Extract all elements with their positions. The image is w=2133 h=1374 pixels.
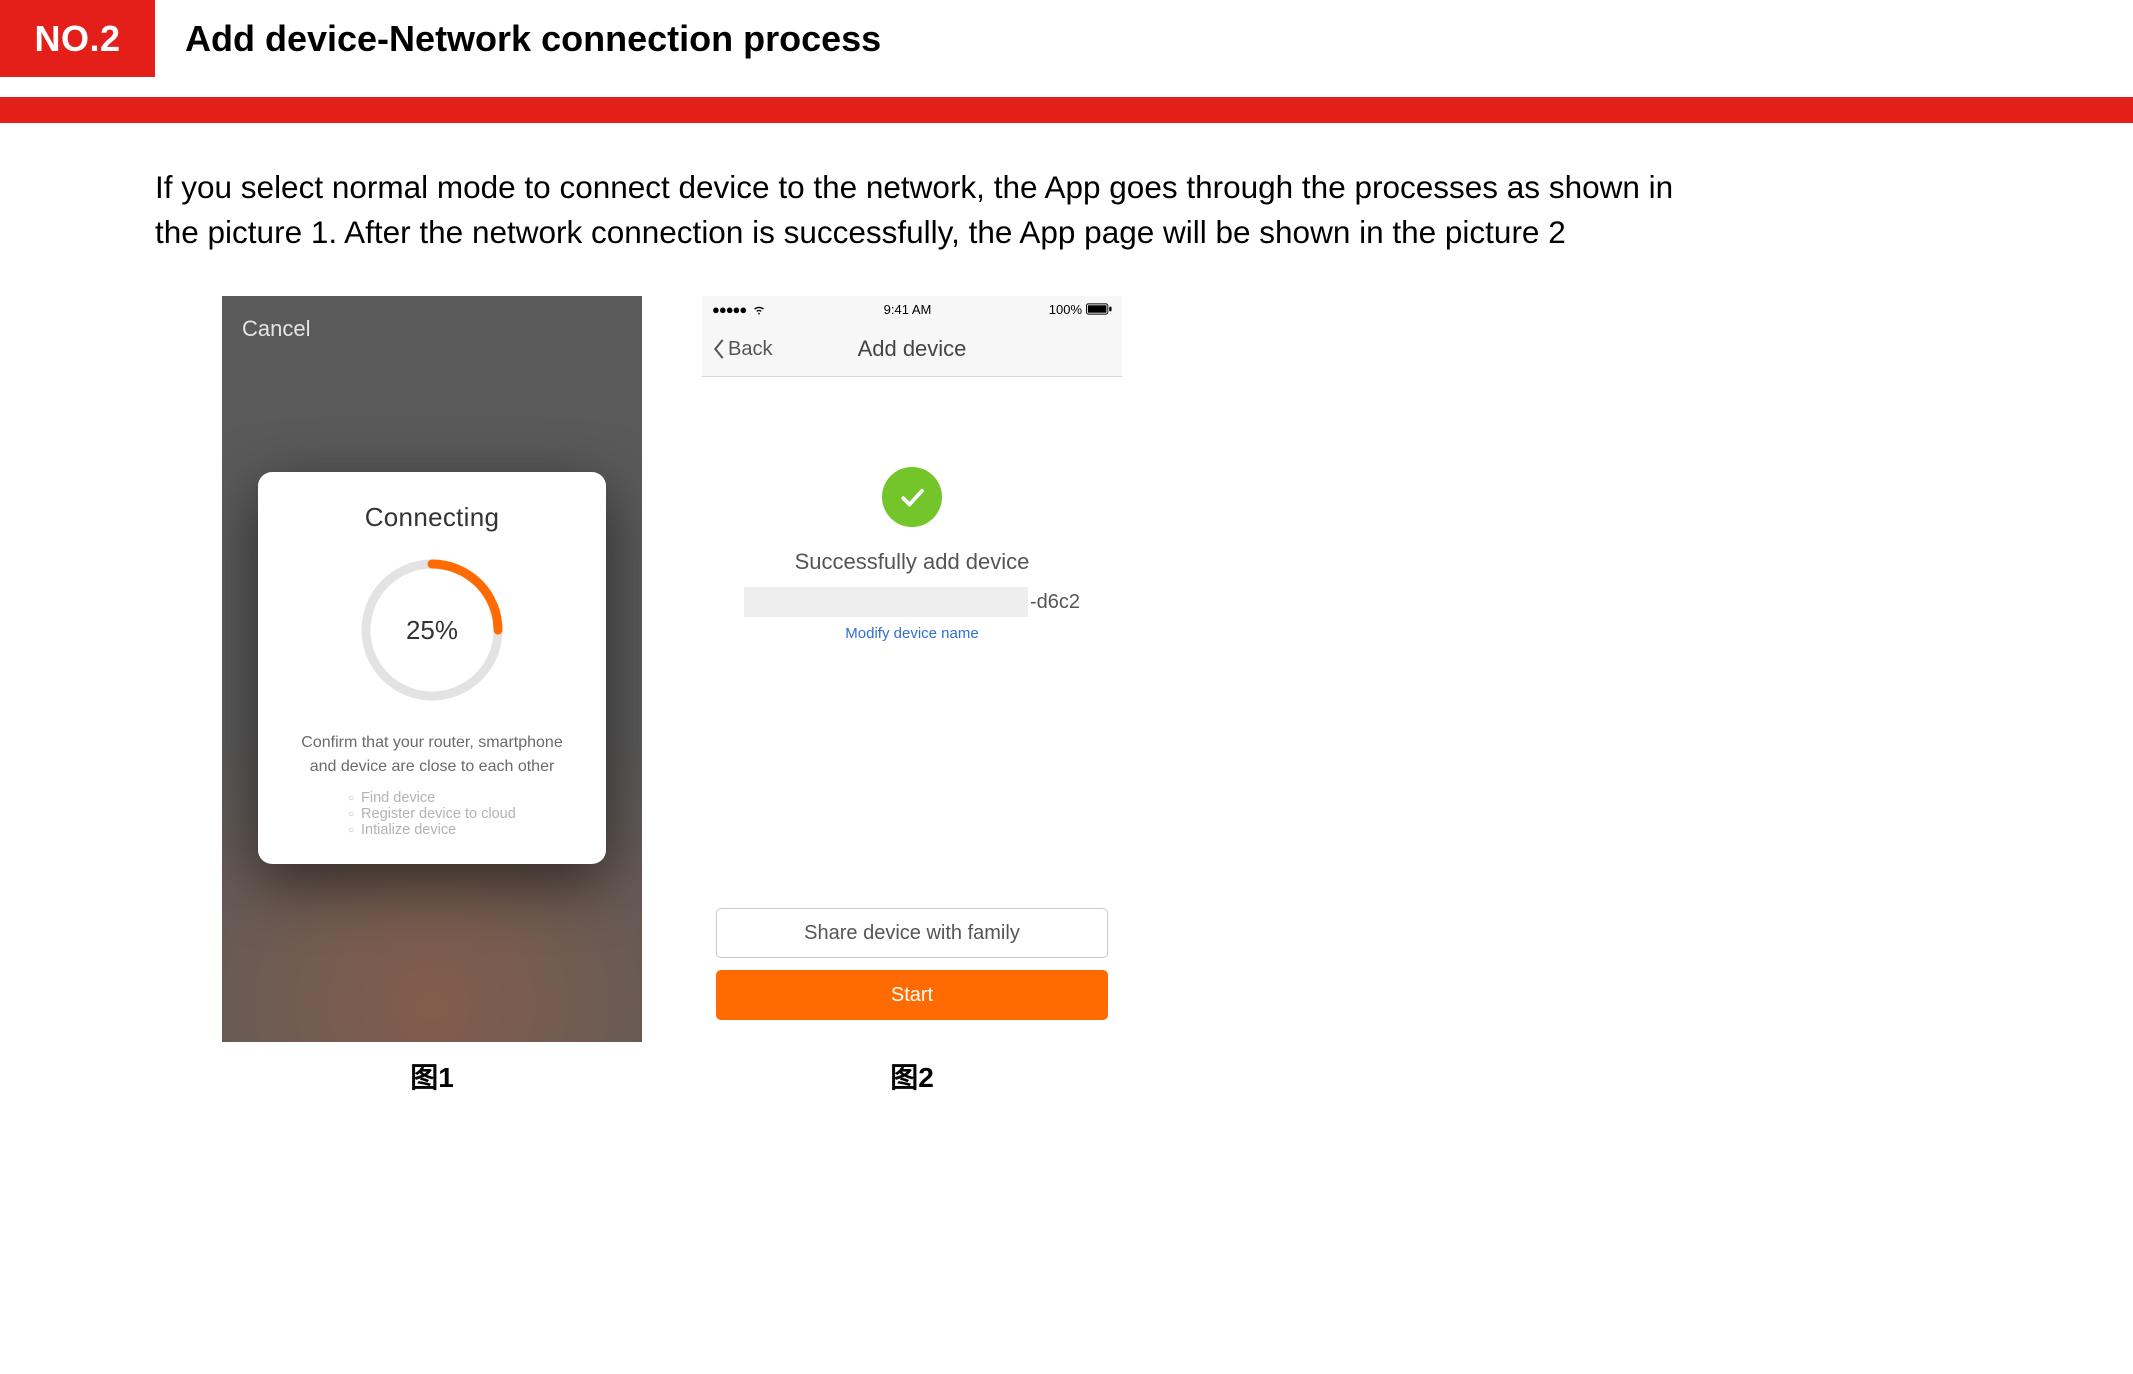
confirm-line-2: and device are close to each other	[280, 755, 584, 778]
phone-screenshot-2: ●●●●● 9:41 AM 100%	[702, 296, 1122, 1042]
connecting-card: Connecting 25% Confirm that your router,…	[258, 472, 606, 863]
nav-bar: Back Add device	[702, 322, 1122, 377]
chevron-left-icon	[712, 338, 726, 360]
signal-dots-icon: ●●●●●	[712, 302, 746, 317]
back-button[interactable]: Back	[712, 322, 772, 376]
progress-percent: 25%	[357, 555, 507, 705]
figure-caption-2: 图2	[890, 1056, 934, 1096]
device-name-suffix: -d6c2	[1028, 591, 1080, 614]
step-item: Find device	[348, 790, 516, 806]
modify-device-name-link[interactable]: Modify device name	[702, 625, 1122, 642]
divider-bar	[0, 97, 2133, 123]
start-button[interactable]: Start	[716, 970, 1108, 1020]
back-label: Back	[728, 338, 772, 361]
section-title: Add device-Network connection process	[155, 0, 881, 77]
success-check-icon	[882, 467, 942, 527]
success-text: Successfully add device	[744, 549, 1080, 575]
device-name-row: -d6c2	[744, 587, 1080, 617]
step-item: Register device to cloud	[348, 806, 516, 822]
section-number-badge: NO.2	[0, 0, 155, 77]
battery-percent: 100%	[1049, 302, 1082, 317]
battery-icon	[1086, 303, 1112, 315]
progress-ring: 25%	[357, 555, 507, 705]
share-device-button[interactable]: Share device with family	[716, 908, 1108, 958]
status-time: 9:41 AM	[884, 302, 932, 317]
body-paragraph: If you select normal mode to connect dev…	[155, 165, 1695, 254]
status-bar: ●●●●● 9:41 AM 100%	[702, 296, 1122, 322]
device-name-redacted	[744, 587, 1028, 617]
phone-screenshot-1: Cancel Connecting 25% Confirm that your …	[222, 296, 642, 1042]
step-item: Intialize device	[348, 822, 516, 838]
wifi-icon	[752, 302, 766, 316]
section-header: NO.2 Add device-Network connection proce…	[0, 0, 2133, 77]
confirm-text: Confirm that your router, smartphone and…	[280, 731, 584, 777]
cancel-button[interactable]: Cancel	[242, 316, 310, 342]
figure-caption-1: 图1	[410, 1056, 454, 1096]
nav-title: Add device	[858, 336, 967, 362]
confirm-line-1: Confirm that your router, smartphone	[280, 731, 584, 754]
step-list: Find device Register device to cloud Int…	[348, 790, 516, 838]
connecting-title: Connecting	[280, 502, 584, 533]
